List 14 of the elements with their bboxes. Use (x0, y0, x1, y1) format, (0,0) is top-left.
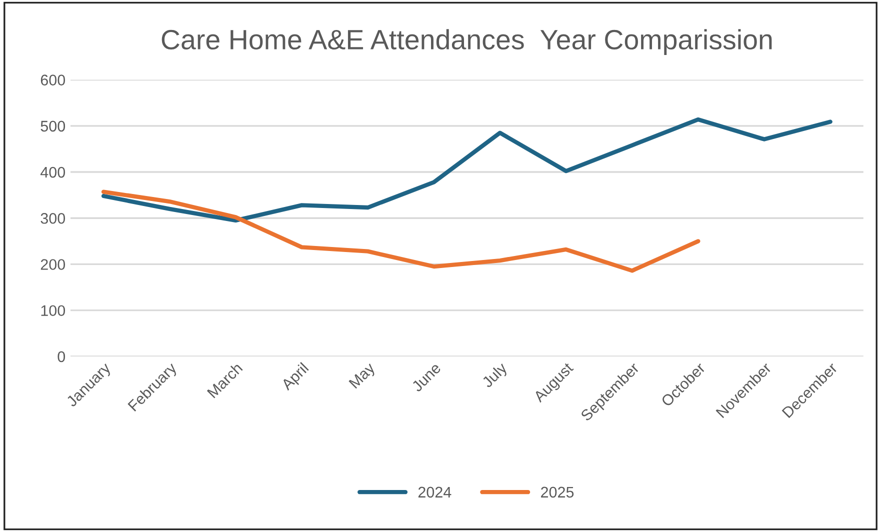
y-tick-label: 200 (40, 259, 66, 270)
y-tick-label: 500 (40, 120, 66, 132)
y-tick-label: 400 (40, 166, 66, 178)
y-tick-label: 600 (40, 74, 66, 86)
legend-label: 2024 (418, 486, 452, 498)
chart-title: Care Home A&E Attendances Year Comparission (162, 29, 772, 56)
line-series (101, 190, 700, 273)
x-tick-label: May (348, 362, 378, 391)
y-tick-label: 0 (58, 351, 66, 362)
y-tick-label: 300 (40, 212, 66, 224)
legend-label: 2025 (541, 486, 574, 498)
x-tick-label: July (480, 361, 510, 390)
y-tick-label: 100 (41, 305, 66, 316)
line-series (101, 117, 832, 223)
